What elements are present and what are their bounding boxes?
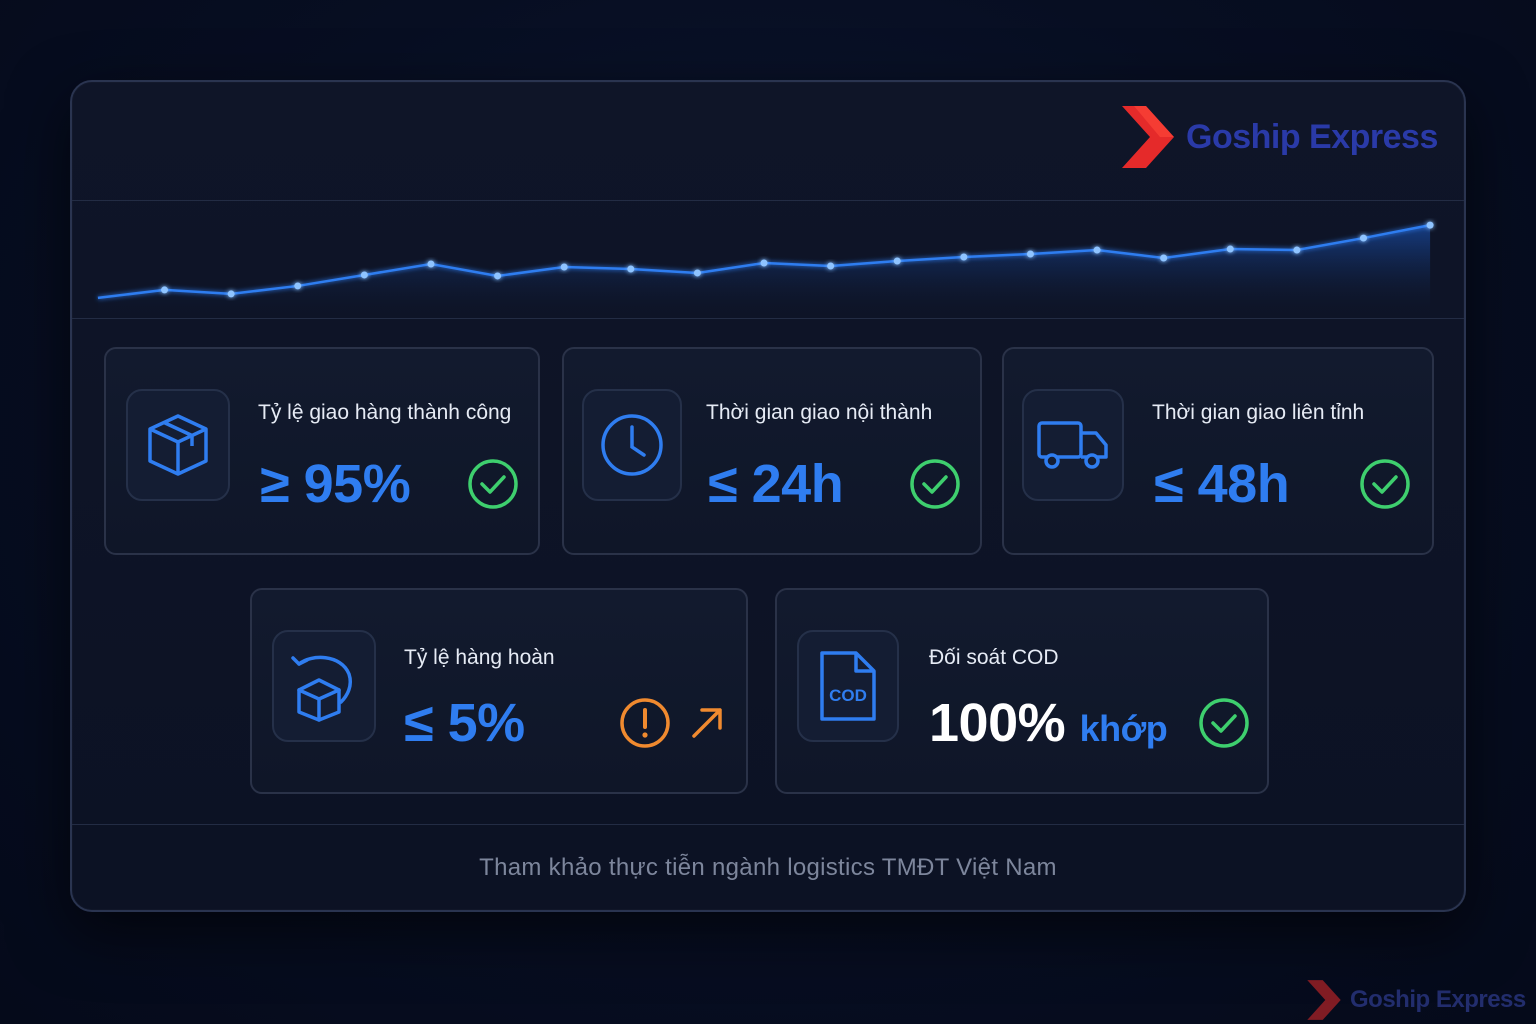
- trend-point: [560, 263, 568, 271]
- metric-label: Tỷ lệ hàng hoàn: [404, 646, 555, 669]
- metric-value: ≥ 95%: [260, 454, 411, 514]
- clock-icon: [601, 414, 663, 476]
- cod-icon-text: COD: [829, 686, 867, 705]
- header-brand: Goship Express: [1120, 104, 1438, 170]
- check-icon: [1199, 698, 1249, 748]
- trend-point: [294, 282, 302, 290]
- watermark-brand: Goship Express: [1306, 978, 1526, 1022]
- metric-value-main: 100%: [929, 693, 1066, 753]
- trend-point: [494, 272, 502, 280]
- trend-point: [427, 260, 435, 268]
- trend-point: [1426, 221, 1434, 229]
- cod-document-icon: COD: [820, 651, 876, 721]
- trend-up-arrow-icon: [692, 708, 722, 738]
- warning-icon: [620, 698, 670, 748]
- watermark-logo-icon: [1307, 980, 1341, 1020]
- trend-point: [960, 253, 968, 261]
- metric-value-suffix: khớp: [1079, 708, 1168, 749]
- trend-point: [760, 259, 768, 267]
- metric-icon-box: [272, 630, 376, 742]
- trend-point: [161, 286, 169, 294]
- brand-name: Goship Express: [1186, 117, 1438, 156]
- return-box-icon: [291, 655, 353, 722]
- chart-divider: [72, 318, 1464, 319]
- kpi-panel: Goship Express Tỷ lệ giao hàn: [70, 80, 1466, 912]
- metric-icon-box: COD: [797, 630, 899, 742]
- trend-point: [1293, 246, 1301, 254]
- metric-value: ≤ 24h: [708, 454, 844, 514]
- trend-chart: [97, 221, 1434, 320]
- metric-icon-box: [126, 389, 230, 501]
- watermark-brand-name: Goship Express: [1350, 986, 1526, 1013]
- check-icon: [1360, 459, 1410, 509]
- metric-label: Thời gian giao liên tỉnh: [1152, 401, 1365, 424]
- trend-point: [893, 257, 901, 265]
- check-icon: [910, 459, 960, 509]
- metric-icon-box: [582, 389, 682, 501]
- metric-card-return-rate: Tỷ lệ hàng hoàn ≤ 5%: [250, 588, 748, 794]
- trend-point: [227, 290, 235, 298]
- trend-point: [1093, 246, 1101, 254]
- trend-point: [693, 269, 701, 277]
- header-divider: [72, 200, 1464, 201]
- metric-icon-box: [1022, 389, 1124, 501]
- trend-point: [1359, 234, 1367, 242]
- trend-point: [1026, 250, 1034, 258]
- package-icon: [148, 414, 208, 476]
- trend-area: [97, 225, 1431, 320]
- footer-note: Tham khảo thực tiễn ngành logistics TMĐT…: [479, 854, 1057, 881]
- metric-label: Đối soát COD: [929, 646, 1059, 669]
- footer-divider: [72, 824, 1464, 825]
- metric-label: Thời gian giao nội thành: [706, 401, 933, 424]
- trend-point: [1226, 245, 1234, 253]
- truck-icon: [1037, 421, 1108, 469]
- metric-card-urban-delivery: Thời gian giao nội thành ≤ 24h: [562, 347, 982, 555]
- metric-value: ≤ 48h: [1154, 454, 1290, 514]
- brand-logo-icon: [1122, 106, 1174, 168]
- metric-label: Tỷ lệ giao hàng thành công: [258, 401, 512, 424]
- trend-point: [827, 262, 835, 270]
- metric-value: ≤ 5%: [404, 693, 525, 753]
- metric-card-interprovince-delivery: Thời gian giao liên tỉnh ≤ 48h: [1002, 347, 1434, 555]
- check-icon: [468, 459, 518, 509]
- metric-card-cod-reconciliation: COD Đối soát COD 100% khớp: [775, 588, 1269, 794]
- trend-point: [1160, 254, 1168, 262]
- trend-point: [360, 271, 368, 279]
- trend-point: [627, 265, 635, 273]
- metric-card-delivery-success: Tỷ lệ giao hàng thành công ≥ 95%: [104, 347, 540, 555]
- metric-value: 100% khớp: [929, 692, 1168, 754]
